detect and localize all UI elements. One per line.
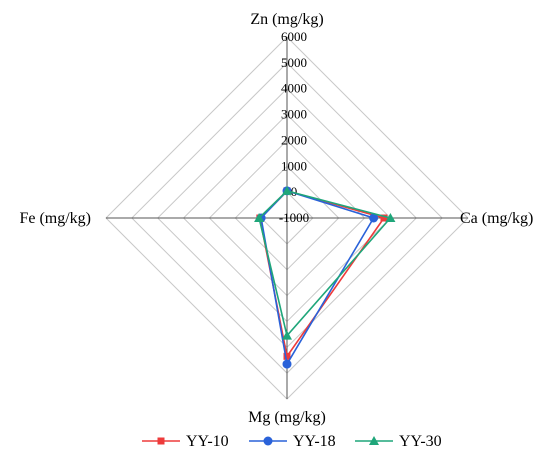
- data-point: [282, 359, 292, 369]
- axis-label-mg: Mg (mg/kg): [248, 409, 326, 426]
- axis-label-ca: Ca (mg/kg): [460, 210, 533, 227]
- tick-label: 0: [291, 184, 298, 199]
- data-point: [282, 330, 292, 340]
- tick-label: 4000: [281, 81, 307, 96]
- data-point: [157, 437, 165, 445]
- series-YY-30: [254, 185, 396, 340]
- series-group: [254, 185, 396, 369]
- data-point: [369, 213, 379, 223]
- legend-label: YY-10: [186, 433, 229, 450]
- legend-item-YY-30: YY-30: [355, 433, 442, 450]
- series-YY-10: [256, 187, 388, 360]
- tick-label: 3000: [281, 107, 307, 122]
- data-point: [263, 436, 273, 446]
- data-point: [283, 352, 291, 360]
- axis-label-zn: Zn (mg/kg): [250, 11, 323, 28]
- tick-labels: -1000 0 1000 2000 3000 4000 5000 6000: [279, 29, 309, 225]
- tick-label: 2000: [281, 132, 307, 147]
- legend-label: YY-18: [293, 433, 336, 450]
- data-point: [385, 213, 396, 222]
- series-YY-18: [256, 186, 379, 369]
- tick-label: 6000: [281, 29, 307, 44]
- data-point: [282, 185, 292, 195]
- legend-item-YY-10: YY-10: [142, 433, 229, 450]
- legend: YY-10 YY-18 YY-30: [142, 433, 442, 450]
- data-point: [369, 436, 379, 445]
- tick-label: 1000: [281, 158, 307, 173]
- legend-item-YY-18: YY-18: [249, 433, 336, 450]
- data-point: [380, 214, 388, 222]
- tick-label: 5000: [281, 55, 307, 70]
- axis-label-fe: Fe (mg/kg): [19, 210, 91, 227]
- data-point: [254, 213, 265, 222]
- legend-label: YY-30: [399, 433, 442, 450]
- tick-label: -1000: [279, 210, 309, 225]
